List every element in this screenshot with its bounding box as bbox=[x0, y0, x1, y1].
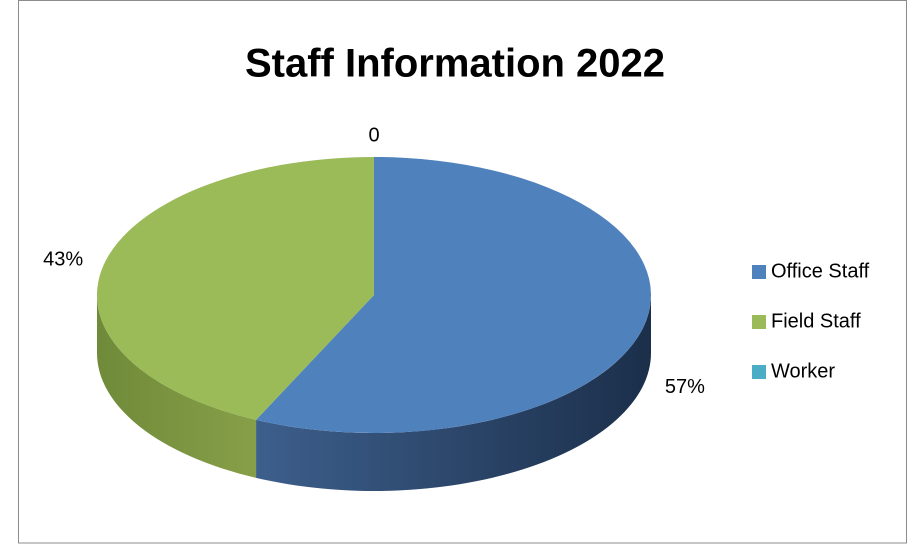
data-label: 43% bbox=[43, 249, 83, 271]
pie-slice bbox=[256, 157, 651, 434]
pie-slice-side bbox=[97, 295, 257, 478]
chart-title: Staff Information 2022 bbox=[245, 42, 665, 86]
legend-swatch bbox=[752, 365, 766, 379]
legend-swatch bbox=[752, 265, 766, 279]
legend-label: Worker bbox=[771, 360, 835, 382]
legend-swatch bbox=[752, 315, 766, 329]
data-label: 0 bbox=[368, 125, 379, 147]
pie-slice bbox=[96, 157, 374, 420]
data-label: 57% bbox=[665, 376, 705, 398]
legend-label: Field Staff bbox=[771, 310, 861, 332]
legend-label: Office Staff bbox=[771, 260, 870, 282]
pie-slice-side bbox=[256, 295, 651, 491]
